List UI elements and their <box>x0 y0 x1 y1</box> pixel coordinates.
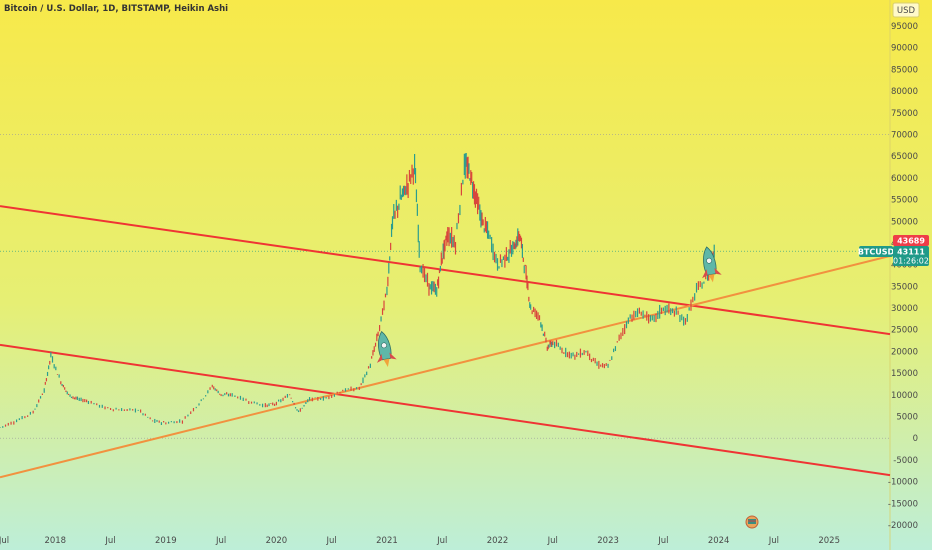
currency-label: USD <box>897 6 916 16</box>
y-tick-label-0: 95000 <box>891 22 918 32</box>
y-tick-label-4: 75000 <box>891 109 918 119</box>
y-tick-label-17: 10000 <box>891 391 918 401</box>
y-axis[interactable]: 95000 90000 85000 80000 75000 70000 65000 60000… <box>888 22 918 531</box>
y-tick-label-23: -20000 <box>888 521 918 531</box>
symbol-price: 43111 <box>897 248 925 257</box>
chart-title: Bitcoin / U.S. Dollar, 1D, BITSTAMP, Hei… <box>4 4 228 14</box>
y-tick-label-14: 25000 <box>891 326 918 336</box>
price-badge: 43689 <box>893 235 929 246</box>
x-tick-label-14: Jul <box>768 536 779 546</box>
x-tick-label-5: 2020 <box>266 536 288 546</box>
rocket-icon-2021 <box>376 330 397 367</box>
y-tick-label-5: 70000 <box>891 130 918 140</box>
trend-lines[interactable] <box>0 205 891 479</box>
y-tick-label-16: 15000 <box>891 369 918 379</box>
y-tick-label-15: 20000 <box>891 347 918 357</box>
y-tick-label-7: 60000 <box>891 174 918 184</box>
x-tick-label-11: 2023 <box>597 536 619 546</box>
y-tick-label-20: -5000 <box>893 456 918 466</box>
y-tick-label-22: -15000 <box>888 499 918 509</box>
y-tick-label-3: 80000 <box>891 87 918 97</box>
x-tick-label-3: 2019 <box>155 536 177 546</box>
x-tick-label-6: Jul <box>326 536 337 546</box>
x-tick-label-7: 2021 <box>376 536 398 546</box>
currency-button[interactable]: USD <box>892 2 920 18</box>
rocket-icon-2024 <box>702 246 722 283</box>
x-tick-label-4: Jul <box>215 536 226 546</box>
y-tick-label-1: 90000 <box>891 44 918 54</box>
trend-line-3[interactable] <box>0 255 891 479</box>
symbol-badge[interactable]: BTCUSD 43111 01:26:02 <box>858 246 929 266</box>
price-badge-value: 43689 <box>897 237 925 246</box>
x-tick-label-9: 2022 <box>487 536 509 546</box>
x-tick-label-15: 2025 <box>818 536 840 546</box>
trend-line-1[interactable] <box>0 205 891 336</box>
rocket-icons <box>376 246 722 367</box>
x-tick-label-1: 2018 <box>44 536 66 546</box>
x-axis[interactable]: Jul 2018 Jul 2019 Jul 2020 Jul 2021 Jul 2022 Jul 20… <box>0 536 840 546</box>
x-tick-label-0: Jul <box>0 536 9 546</box>
y-tick-label-12: 35000 <box>891 282 918 292</box>
x-tick-label-2: Jul <box>104 536 115 546</box>
x-tick-label-8: Jul <box>436 536 447 546</box>
y-tick-label-21: -10000 <box>888 478 918 488</box>
x-tick-label-12: Jul <box>657 536 668 546</box>
y-tick-label-19: 0 <box>913 434 918 444</box>
y-tick-label-8: 55000 <box>891 196 918 206</box>
x-tick-label-10: Jul <box>547 536 558 546</box>
y-tick-label-13: 30000 <box>891 304 918 314</box>
countdown: 01:26:02 <box>893 257 929 266</box>
economic-event-icon[interactable] <box>745 515 759 529</box>
y-tick-label-9: 50000 <box>891 217 918 227</box>
x-tick-label-13: 2024 <box>708 536 730 546</box>
y-tick-label-6: 65000 <box>891 152 918 162</box>
trend-line-2[interactable] <box>0 343 891 477</box>
y-tick-label-2: 85000 <box>891 65 918 75</box>
symbol-label: BTCUSD <box>858 248 895 257</box>
y-tick-label-18: 5000 <box>896 413 918 423</box>
